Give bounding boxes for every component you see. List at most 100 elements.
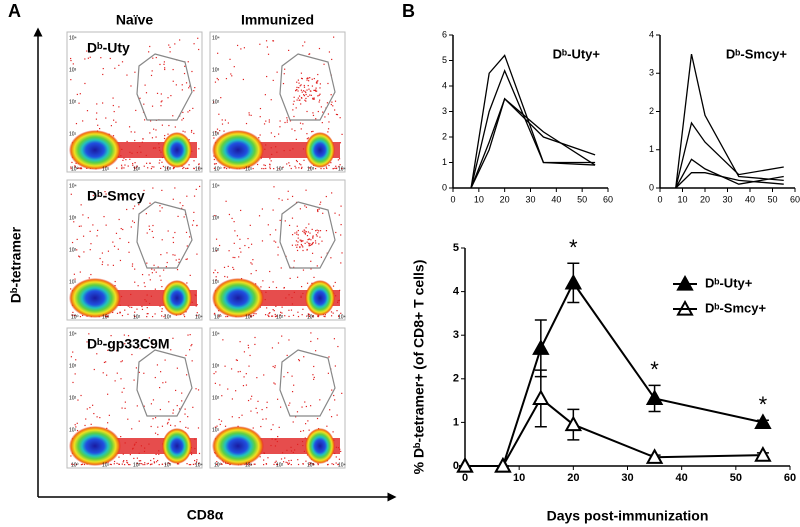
event-dot (267, 457, 269, 459)
event-dot (196, 314, 198, 317)
event-dot (164, 314, 166, 316)
event-dot (161, 310, 163, 313)
event-dot (268, 286, 270, 289)
event-dot (146, 307, 148, 309)
event-dot (133, 221, 136, 224)
flow-tick-label: 10⁴ (338, 462, 346, 468)
event-dot (132, 162, 134, 165)
gate (279, 201, 336, 269)
flow-tick-label: 10² (276, 462, 284, 468)
event-dot (224, 275, 226, 278)
event-dot (134, 131, 136, 133)
event-dot (221, 463, 223, 465)
event-dot (166, 261, 168, 264)
event-dot (186, 463, 188, 465)
event-dot (83, 463, 86, 466)
event-dot (143, 372, 145, 374)
flow-tick-label: 10² (276, 314, 284, 320)
event-dot (320, 201, 322, 203)
event-dot (159, 305, 161, 307)
marker (754, 413, 772, 429)
event-dot (174, 425, 176, 427)
event-dot (108, 414, 110, 416)
event-dot (149, 132, 151, 134)
event-dot (218, 244, 221, 247)
event-dot (150, 425, 152, 428)
flow-tick-label: 10² (212, 247, 220, 253)
y-tick-label: 3 (649, 68, 654, 78)
event-dot (313, 365, 315, 368)
series-line (470, 68, 596, 189)
event-dot (275, 286, 278, 289)
event-dot (309, 90, 311, 92)
event-dot (301, 314, 303, 316)
flow-plot: 10⁰ 10¹ 10¹ 10² 10² 10³ 10³ 10⁴ 10⁴ (209, 327, 346, 469)
event-dot (126, 462, 129, 464)
event-dot (324, 315, 326, 318)
event-dot (275, 315, 277, 318)
event-dot (334, 281, 336, 284)
event-dot (302, 45, 304, 47)
event-dot (187, 111, 189, 113)
event-dot (107, 315, 109, 317)
event-dot (79, 167, 82, 170)
event-dot (110, 463, 112, 466)
event-dot (267, 224, 269, 226)
event-dot (323, 63, 325, 65)
event-dot (239, 247, 241, 250)
event-dot (185, 258, 187, 261)
event-dot (259, 43, 261, 45)
event-dot (338, 458, 341, 460)
event-dot (82, 214, 84, 216)
event-dot (273, 382, 275, 384)
event-dot (317, 210, 319, 212)
event-dot (153, 462, 156, 464)
event-dot (284, 121, 286, 124)
event-dot (220, 97, 222, 99)
event-dot (308, 242, 310, 244)
event-dot (157, 426, 159, 428)
event-dot (305, 93, 307, 96)
event-dot (123, 463, 126, 466)
event-dot (198, 163, 200, 165)
event-dot (317, 463, 319, 466)
event-dot (196, 304, 198, 306)
event-dot (213, 101, 215, 103)
event-dot (124, 164, 126, 166)
event-dot (311, 131, 313, 133)
event-dot (214, 269, 216, 271)
event-dot (247, 237, 249, 240)
event-dot (79, 315, 82, 318)
flow-tick-label: 10¹ (102, 462, 110, 468)
gate (279, 349, 336, 417)
event-dot (215, 371, 217, 373)
flow-tick-label: 10⁴ (195, 462, 203, 468)
event-dot (293, 260, 295, 262)
event-dot (264, 164, 266, 167)
event-dot (84, 424, 86, 427)
event-dot (308, 223, 310, 225)
event-dot (303, 84, 305, 87)
event-dot (120, 378, 122, 380)
event-dot (261, 240, 264, 242)
event-dot (283, 376, 285, 378)
event-dot (288, 339, 290, 341)
event-dot (186, 258, 188, 260)
event-dot (77, 399, 79, 401)
event-dot (214, 163, 216, 165)
event-dot (193, 132, 195, 135)
event-dot (114, 380, 116, 382)
event-dot (93, 412, 95, 415)
event-dot (312, 97, 314, 99)
flow-tick-label: 10¹ (102, 166, 110, 172)
event-dot (261, 408, 263, 411)
event-dot (127, 418, 129, 420)
event-dot (280, 311, 282, 313)
event-dot (182, 111, 184, 114)
event-dot (161, 463, 163, 465)
x-tick-label: 20 (500, 194, 510, 204)
event-dot (220, 420, 223, 422)
event-dot (331, 192, 333, 194)
event-dot (195, 461, 198, 463)
event-dot (225, 77, 228, 80)
